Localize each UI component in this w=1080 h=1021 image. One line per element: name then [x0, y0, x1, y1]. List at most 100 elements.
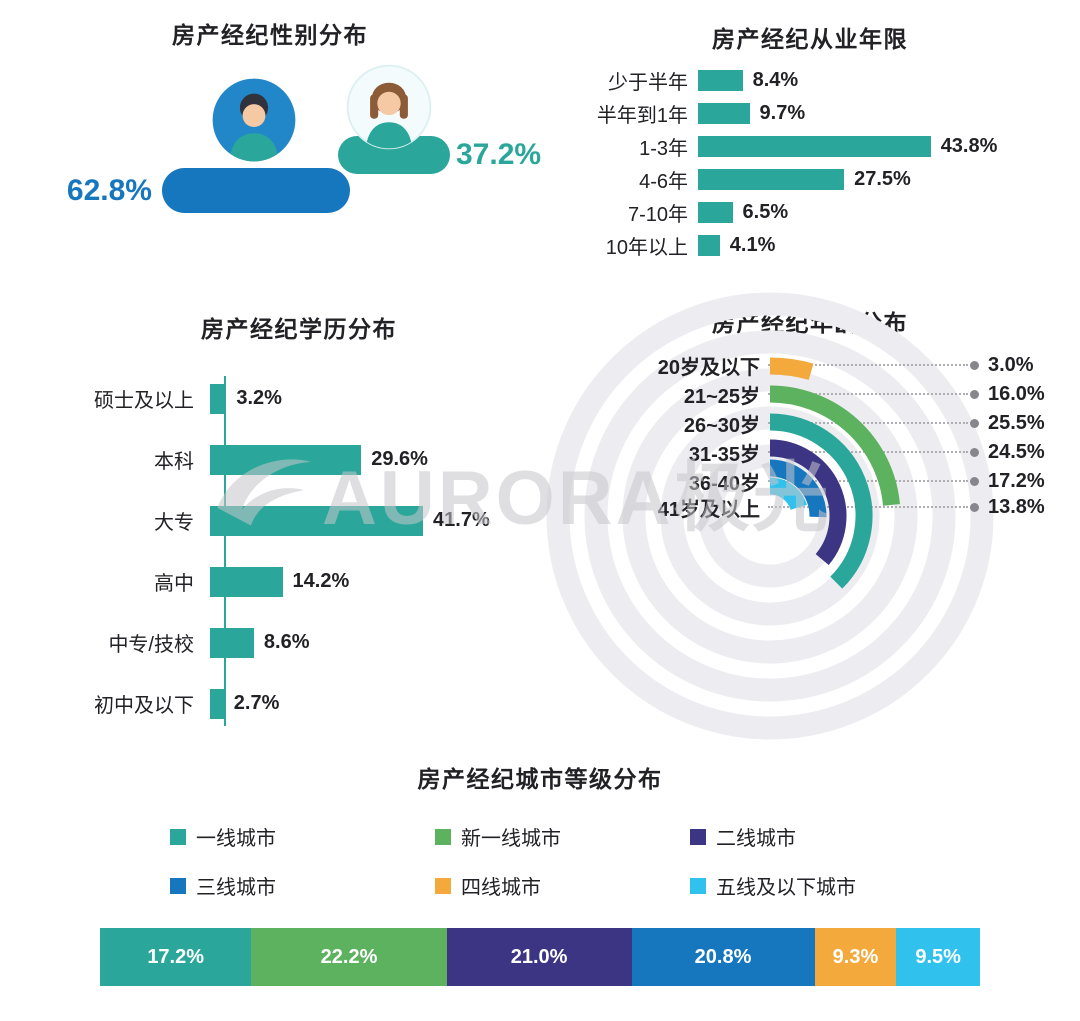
age-category-label: 26~30岁 [683, 414, 760, 437]
education-bar [210, 688, 224, 719]
age-row: 41岁及以上 13.8% [540, 494, 1062, 521]
education-chart: 房产经纪学历分布 硕士及以上 3.2% 本科 29.6% 大专 41.7% [0, 284, 540, 736]
tenure-category-label: 4-6年 [639, 171, 688, 193]
tenure-value-label: 27.5% [854, 168, 911, 190]
leader-line [768, 451, 968, 453]
age-row: 26~30岁 25.5% [540, 410, 1062, 437]
age-value-label: 24.5% [988, 440, 1045, 463]
leader-dot-icon [970, 502, 979, 512]
legend-item: 三线城市 [170, 871, 435, 900]
male-bar [162, 168, 351, 213]
age-chart-title: 房产经纪年龄分布 [712, 310, 908, 336]
age-value-label: 13.8% [988, 495, 1045, 518]
legend-label: 二线城市 [716, 828, 796, 850]
segment-value-label: 20.8% [694, 945, 752, 968]
tenure-category-label: 半年到1年 [596, 105, 688, 127]
age-chart: 房产经纪年龄分布 20岁及以下 3.0% 21~25岁 16.0% 2 [540, 284, 1080, 740]
male-avatar-icon [212, 78, 296, 162]
age-row: 21~25岁 16.0% [540, 381, 1062, 408]
segment-value-label: 21.0% [510, 945, 568, 968]
segment-value-label: 17.2% [147, 945, 205, 968]
education-value-label: 2.7% [233, 692, 280, 714]
education-value-label: 3.2% [236, 387, 282, 409]
leader-dot-icon [970, 476, 979, 486]
age-row: 20岁及以下 3.0% [540, 352, 1062, 379]
tenure-value-label: 4.1% [729, 234, 776, 256]
tenure-chart: 房产经纪从业年限 少于半年 8.4% 半年到1年 9.7% 1-3年 43.8% [540, 0, 1080, 284]
legend-label: 五线及以下城市 [716, 877, 856, 899]
tenure-category-label: 7-10年 [627, 204, 688, 226]
top-row: 房产经纪性别分布 [0, 0, 1080, 284]
age-category-label: 31-35岁 [688, 443, 760, 466]
tenure-bar [698, 202, 733, 223]
legend-label: 新一线城市 [461, 828, 561, 850]
education-row: 中专/技校 8.6% [58, 612, 540, 673]
segment-value-label: 9.3% [832, 945, 879, 968]
segment-value-label: 9.5% [915, 945, 961, 968]
segment-value-label: 22.2% [320, 945, 378, 968]
legend-label: 三线城市 [196, 877, 276, 899]
education-value-label: 8.6% [263, 631, 310, 653]
legend-swatch [690, 877, 706, 894]
city-tier-segment: 17.2% [100, 928, 252, 986]
age-category-label: 21~25岁 [683, 385, 760, 408]
legend-item: 新一线城市 [435, 822, 690, 851]
education-category-label: 高中 [154, 573, 194, 595]
age-category-label: 41岁及以上 [657, 498, 760, 521]
city-tier-chart: 房产经纪城市等级分布 一线城市 新一线城市 二线城市 三线城市 四线城市 [0, 736, 1080, 986]
city-tier-segment: 22.2% [251, 928, 447, 986]
tenure-row: 1-3年 43.8% [540, 135, 1080, 160]
leader-dot-icon [970, 447, 979, 457]
age-value-label: 16.0% [988, 382, 1045, 405]
education-row: 高中 14.2% [58, 551, 540, 612]
city-tier-segment: 21.0% [446, 928, 632, 986]
tenure-value-label: 6.5% [742, 201, 789, 223]
education-value-label: 14.2% [292, 570, 350, 592]
tenure-rows: 少于半年 8.4% 半年到1年 9.7% 1-3年 43.8% 4-6年 [540, 69, 1080, 259]
tenure-value-label: 9.7% [759, 102, 806, 124]
age-value-label: 25.5% [988, 411, 1045, 434]
tenure-row: 10年以上 4.1% [540, 234, 1080, 259]
gender-chart: 房产经纪性别分布 [0, 0, 541, 284]
education-category-label: 大专 [154, 512, 194, 534]
legend-item: 四线城市 [435, 871, 690, 900]
education-bar [210, 627, 254, 658]
age-value-label: 3.0% [988, 353, 1034, 376]
legend-label: 四线城市 [461, 877, 541, 899]
education-row: 大专 41.7% [58, 490, 540, 551]
age-chart-area: 20岁及以下 3.0% 21~25岁 16.0% 26~30岁 25.5% [540, 292, 1080, 744]
middle-row: 房产经纪学历分布 硕士及以上 3.2% 本科 29.6% 大专 41.7% [0, 284, 1080, 740]
education-bar [210, 444, 362, 475]
leader-line [768, 506, 968, 508]
legend-item: 二线城市 [690, 822, 910, 851]
legend-swatch [435, 877, 451, 894]
tenure-row: 半年到1年 9.7% [540, 102, 1080, 127]
tenure-value-label: 43.8% [940, 135, 998, 157]
leader-line [768, 393, 968, 395]
age-category-label: 36-40岁 [688, 472, 760, 495]
city-tier-stacked-bar: 17.2% 22.2% 21.0% 20.8% 9.3% 9.5% [100, 928, 980, 986]
leader-line [768, 480, 968, 482]
tenure-bar [698, 235, 720, 256]
leader-line [768, 422, 968, 424]
city-tier-chart-title: 房产经纪城市等级分布 [417, 766, 663, 792]
gender-chart-title: 房产经纪性别分布 [172, 22, 368, 48]
city-tier-segment: 9.3% [814, 928, 897, 986]
age-row: 36-40岁 17.2% [540, 468, 1062, 495]
education-value-label: 29.6% [371, 448, 428, 470]
tenure-value-label: 8.4% [752, 69, 799, 91]
tenure-category-label: 1-3年 [639, 138, 688, 160]
tenure-row: 少于半年 8.4% [540, 69, 1080, 94]
education-category-label: 初中及以下 [94, 695, 194, 717]
education-row: 硕士及以上 3.2% [58, 368, 540, 429]
legend-swatch [435, 828, 451, 845]
legend-swatch [690, 828, 706, 845]
city-tier-segment: 20.8% [631, 928, 815, 986]
education-bar [210, 566, 283, 597]
legend-swatch [170, 877, 186, 894]
male-bar-track [162, 168, 462, 213]
female-avatar-icon [346, 64, 432, 150]
tenure-chart-title: 房产经纪从业年限 [712, 26, 908, 52]
tenure-bar [698, 169, 845, 190]
tenure-bar [698, 70, 743, 91]
